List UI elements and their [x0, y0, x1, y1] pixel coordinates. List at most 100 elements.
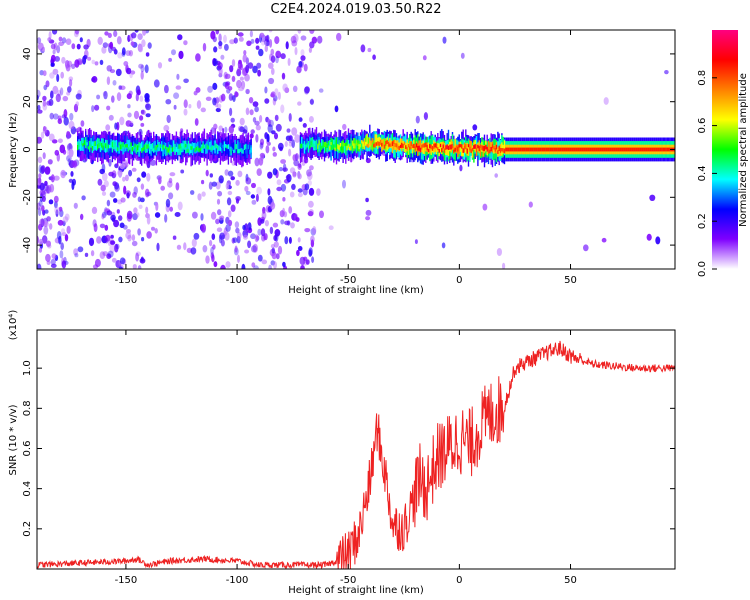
spectrogram-noise-point	[118, 266, 123, 269]
spectrogram-ridge-cell	[165, 146, 167, 150]
spectrogram-noise-point	[496, 248, 502, 256]
spectrogram-noise-point	[118, 215, 123, 221]
spectrogram-noise-point	[67, 60, 73, 68]
spectrogram-noise-point	[41, 195, 46, 202]
spectrogram-ridge-cell	[446, 144, 448, 150]
spectrogram-noise-point	[164, 213, 168, 223]
spectrogram-ridge-cell	[142, 147, 144, 152]
spectrogram-ridge-cell	[106, 145, 108, 150]
spectrogram-ridge-cell	[531, 147, 534, 152]
spectrogram-noise-point	[264, 98, 270, 104]
spectrogram-ridge-cell	[389, 143, 391, 147]
spectrogram-ridge-cell	[365, 141, 367, 146]
spectrogram-noise-point	[270, 201, 276, 210]
spectrogram-noise-point	[291, 127, 298, 136]
spectrogram-noise-point	[74, 30, 80, 35]
spectrogram-noise-point	[42, 100, 47, 107]
spectrogram-ridge-cell	[301, 143, 303, 148]
spectrogram-noise-point	[274, 229, 281, 237]
spectrogram-noise-point	[58, 41, 64, 47]
spectrogram-ridge-cell	[361, 142, 363, 151]
spectrogram-noise-point	[252, 101, 259, 107]
spectrogram-ridge-cell	[315, 140, 318, 145]
spectrogram-noise-point	[168, 192, 174, 200]
spectrogram-ridge-cell	[139, 143, 142, 148]
spectrogram-noise-point	[230, 176, 235, 181]
spectrogram-noise-point	[102, 172, 108, 182]
spectrogram-ridge-cell	[409, 141, 411, 151]
spectrogram-noise-point	[300, 55, 306, 61]
spectrogram-ridge-cell	[482, 146, 484, 151]
spectrogram-ridge-cell	[551, 147, 554, 152]
spectrogram-ridge-cell	[669, 147, 671, 152]
spectrogram-noise-point	[146, 172, 151, 182]
spectrogram-noise-point	[288, 236, 292, 244]
spectrogram-noise-point	[259, 152, 266, 158]
spectrogram-ridge-cell	[138, 144, 140, 157]
spectrogram-ridge-cell	[226, 145, 228, 149]
spectrogram-ridge-cell	[133, 146, 135, 150]
spectrogram-ridge-cell	[130, 144, 132, 154]
spectrogram-ridge-cell	[510, 147, 512, 152]
spectrogram-ridge-cell	[457, 146, 459, 152]
spectrogram-ridge-cell	[385, 140, 387, 146]
spectrogram-ridge-cell	[129, 145, 131, 150]
spectrogram-noise-point	[124, 174, 129, 182]
spectrogram-noise-point	[60, 71, 64, 79]
spectrogram-noise-point	[39, 182, 45, 191]
spectrogram-noise-point	[45, 184, 52, 194]
spectrogram-noise-point	[212, 82, 218, 90]
spectrogram-noise-point	[280, 183, 287, 192]
spectrogram-noise-point	[137, 33, 143, 40]
spectrogram-noise-point	[236, 231, 242, 240]
spectrogram-noise-point	[298, 60, 303, 68]
spectrogram-noise-point	[165, 198, 171, 208]
spectrogram-ridge-cell	[126, 144, 128, 148]
spectrogram-ridge-cell	[611, 147, 614, 152]
spectrogram-noise-point	[48, 199, 54, 205]
spectrogram-ridge-cell	[179, 144, 182, 155]
spectrogram-noise-point	[44, 166, 51, 175]
spectrogram-ridge-cell	[333, 144, 335, 150]
spectrogram-noise-point	[297, 163, 302, 170]
spectrogram-ridge-cell	[227, 144, 230, 157]
spectrogram-noise-point	[288, 148, 292, 157]
spectrogram-noise-point	[141, 237, 145, 242]
spectrogram-noise-point	[48, 31, 52, 40]
spectrogram-ridge-cell	[153, 148, 155, 153]
spectrogram-noise-point	[228, 93, 234, 101]
spectrogram-ridge-cell	[541, 147, 543, 152]
spectrogram-noise-point	[177, 201, 183, 211]
spectrogram-ridge-cell	[205, 143, 207, 149]
spectrogram-ridge-cell	[479, 144, 482, 148]
spectrogram-noise-point	[255, 124, 261, 131]
spectrogram-ridge-cell	[143, 144, 146, 150]
spectrogram-ridge-cell	[91, 146, 94, 151]
x-tick-label: -100	[226, 575, 249, 586]
spectrogram-noise-point	[224, 169, 229, 176]
spectrogram-noise-point	[213, 261, 218, 268]
spectrogram-noise-point	[482, 203, 488, 211]
x-tick-label: -50	[340, 575, 356, 586]
spectrogram-noise-point	[81, 195, 86, 201]
spectrogram-ridge-cell	[313, 143, 315, 148]
spectrogram-noise-point	[118, 236, 123, 243]
spectrogram-noise-point	[113, 219, 120, 228]
spectrogram-noise-point	[267, 171, 273, 179]
spectrogram-noise-point	[234, 91, 239, 97]
spectrogram-noise-point	[211, 181, 218, 187]
spectrogram-ridge-cell	[303, 141, 306, 145]
spectrogram-ridge-cell	[421, 144, 423, 150]
spectrogram-ridge-cell	[339, 143, 342, 152]
spectrogram-noise-point	[229, 107, 233, 117]
spectrogram-ridge-cell	[475, 148, 478, 153]
spectrogram-noise-point	[268, 30, 273, 33]
spectrogram-ridge-cell	[171, 140, 174, 152]
spectrogram-noise-point	[164, 84, 169, 94]
spectrogram-ridge-cell	[635, 147, 638, 152]
spectrogram-noise-point	[286, 128, 291, 133]
spectrogram-noise-point	[231, 59, 236, 67]
spectrogram-noise-point	[239, 126, 245, 133]
spectrogram-noise-point	[140, 197, 145, 203]
spectrogram-noise-point	[45, 80, 50, 88]
